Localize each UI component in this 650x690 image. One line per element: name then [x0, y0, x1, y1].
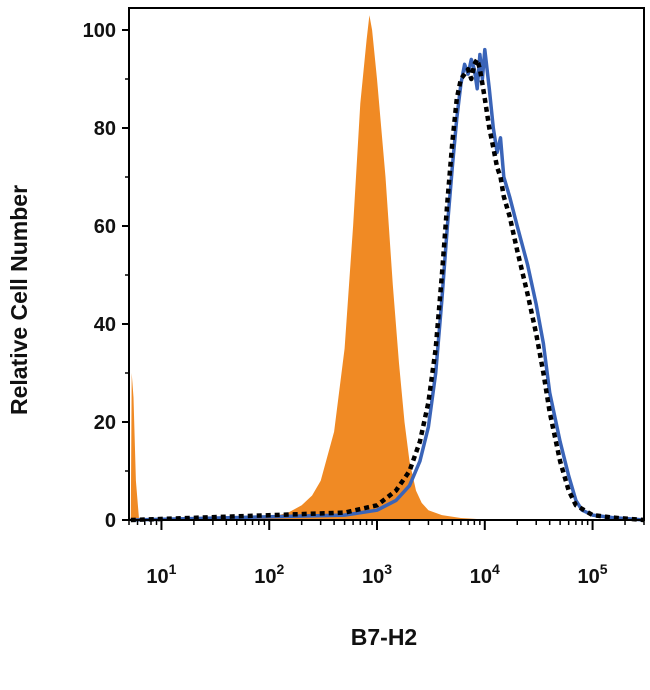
y-tick-label-60: 60 [94, 216, 116, 238]
y-tick-label-0: 0 [105, 510, 116, 532]
x-tick-label-10000: 104 [470, 561, 500, 588]
histogram-solid-line-series-1 [130, 47, 645, 522]
x-tick-label-100: 102 [254, 561, 284, 588]
y-tick-label-100: 100 [83, 20, 116, 42]
y-tick-label-80: 80 [94, 118, 116, 140]
x-tick-label-100000: 105 [578, 561, 608, 588]
x-axis-title: B7-H2 [351, 624, 417, 650]
x-tick-label-10: 101 [146, 561, 176, 588]
histogram-fill-series-0 [130, 15, 645, 521]
plot-frame [128, 7, 645, 521]
y-tick-label-40: 40 [94, 314, 116, 336]
y-axis-title: Relative Cell Number [6, 185, 32, 415]
y-tick-label-20: 20 [94, 412, 116, 434]
x-tick-label-1000: 103 [362, 561, 392, 588]
axes-layer [122, 7, 645, 530]
series-layer [130, 15, 645, 523]
labels-layer: 0 20 40 60 80 100 101 102 103 104 105 [83, 20, 608, 588]
